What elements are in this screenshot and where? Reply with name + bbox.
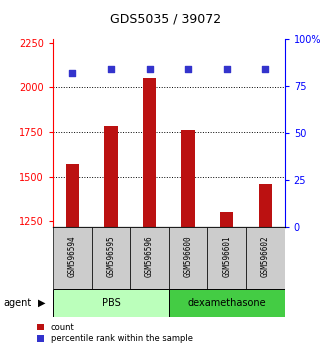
Text: GSM596600: GSM596600 bbox=[184, 235, 193, 277]
Text: agent: agent bbox=[3, 298, 31, 308]
Bar bbox=[259, 184, 272, 227]
Bar bbox=[169, 227, 208, 289]
Bar bbox=[246, 227, 285, 289]
Bar bbox=[169, 289, 285, 317]
Point bbox=[147, 66, 152, 72]
Legend: count, percentile rank within the sample: count, percentile rank within the sample bbox=[37, 323, 193, 343]
Text: ▶: ▶ bbox=[38, 298, 46, 308]
Bar bbox=[92, 227, 130, 289]
Text: GSM596602: GSM596602 bbox=[261, 235, 270, 277]
Point bbox=[263, 66, 268, 72]
Point bbox=[108, 66, 114, 72]
Bar bbox=[53, 227, 92, 289]
Bar bbox=[66, 164, 79, 227]
Text: GSM596596: GSM596596 bbox=[145, 235, 154, 277]
Text: GSM596594: GSM596594 bbox=[68, 235, 77, 277]
Point bbox=[224, 66, 229, 72]
Bar bbox=[130, 227, 169, 289]
Bar bbox=[104, 126, 118, 227]
Bar bbox=[143, 78, 156, 227]
Text: dexamethasone: dexamethasone bbox=[187, 298, 266, 308]
Bar bbox=[181, 130, 195, 227]
Point bbox=[185, 66, 191, 72]
Text: PBS: PBS bbox=[102, 298, 120, 308]
Text: GSM596595: GSM596595 bbox=[106, 235, 116, 277]
Bar bbox=[220, 212, 233, 227]
Text: GDS5035 / 39072: GDS5035 / 39072 bbox=[110, 13, 221, 26]
Point bbox=[70, 70, 75, 75]
Bar bbox=[208, 227, 246, 289]
Bar bbox=[53, 289, 169, 317]
Text: GSM596601: GSM596601 bbox=[222, 235, 231, 277]
